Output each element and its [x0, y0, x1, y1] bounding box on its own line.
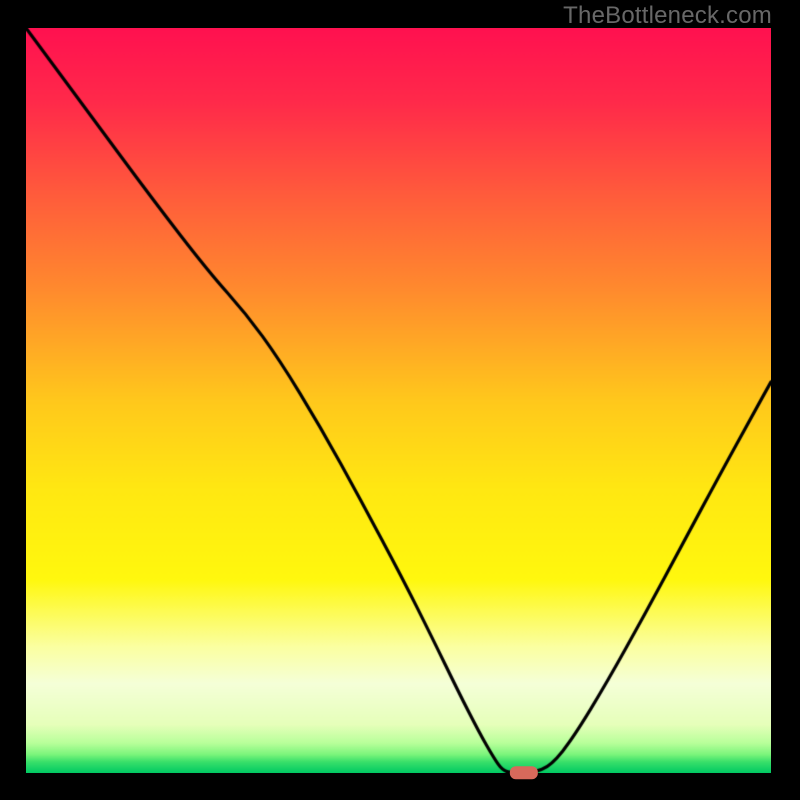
plot-area	[26, 28, 771, 773]
bottleneck-curve	[26, 28, 771, 773]
chart-frame: TheBottleneck.com	[0, 0, 800, 800]
optimum-marker	[510, 766, 538, 779]
attribution-label: TheBottleneck.com	[563, 2, 772, 30]
